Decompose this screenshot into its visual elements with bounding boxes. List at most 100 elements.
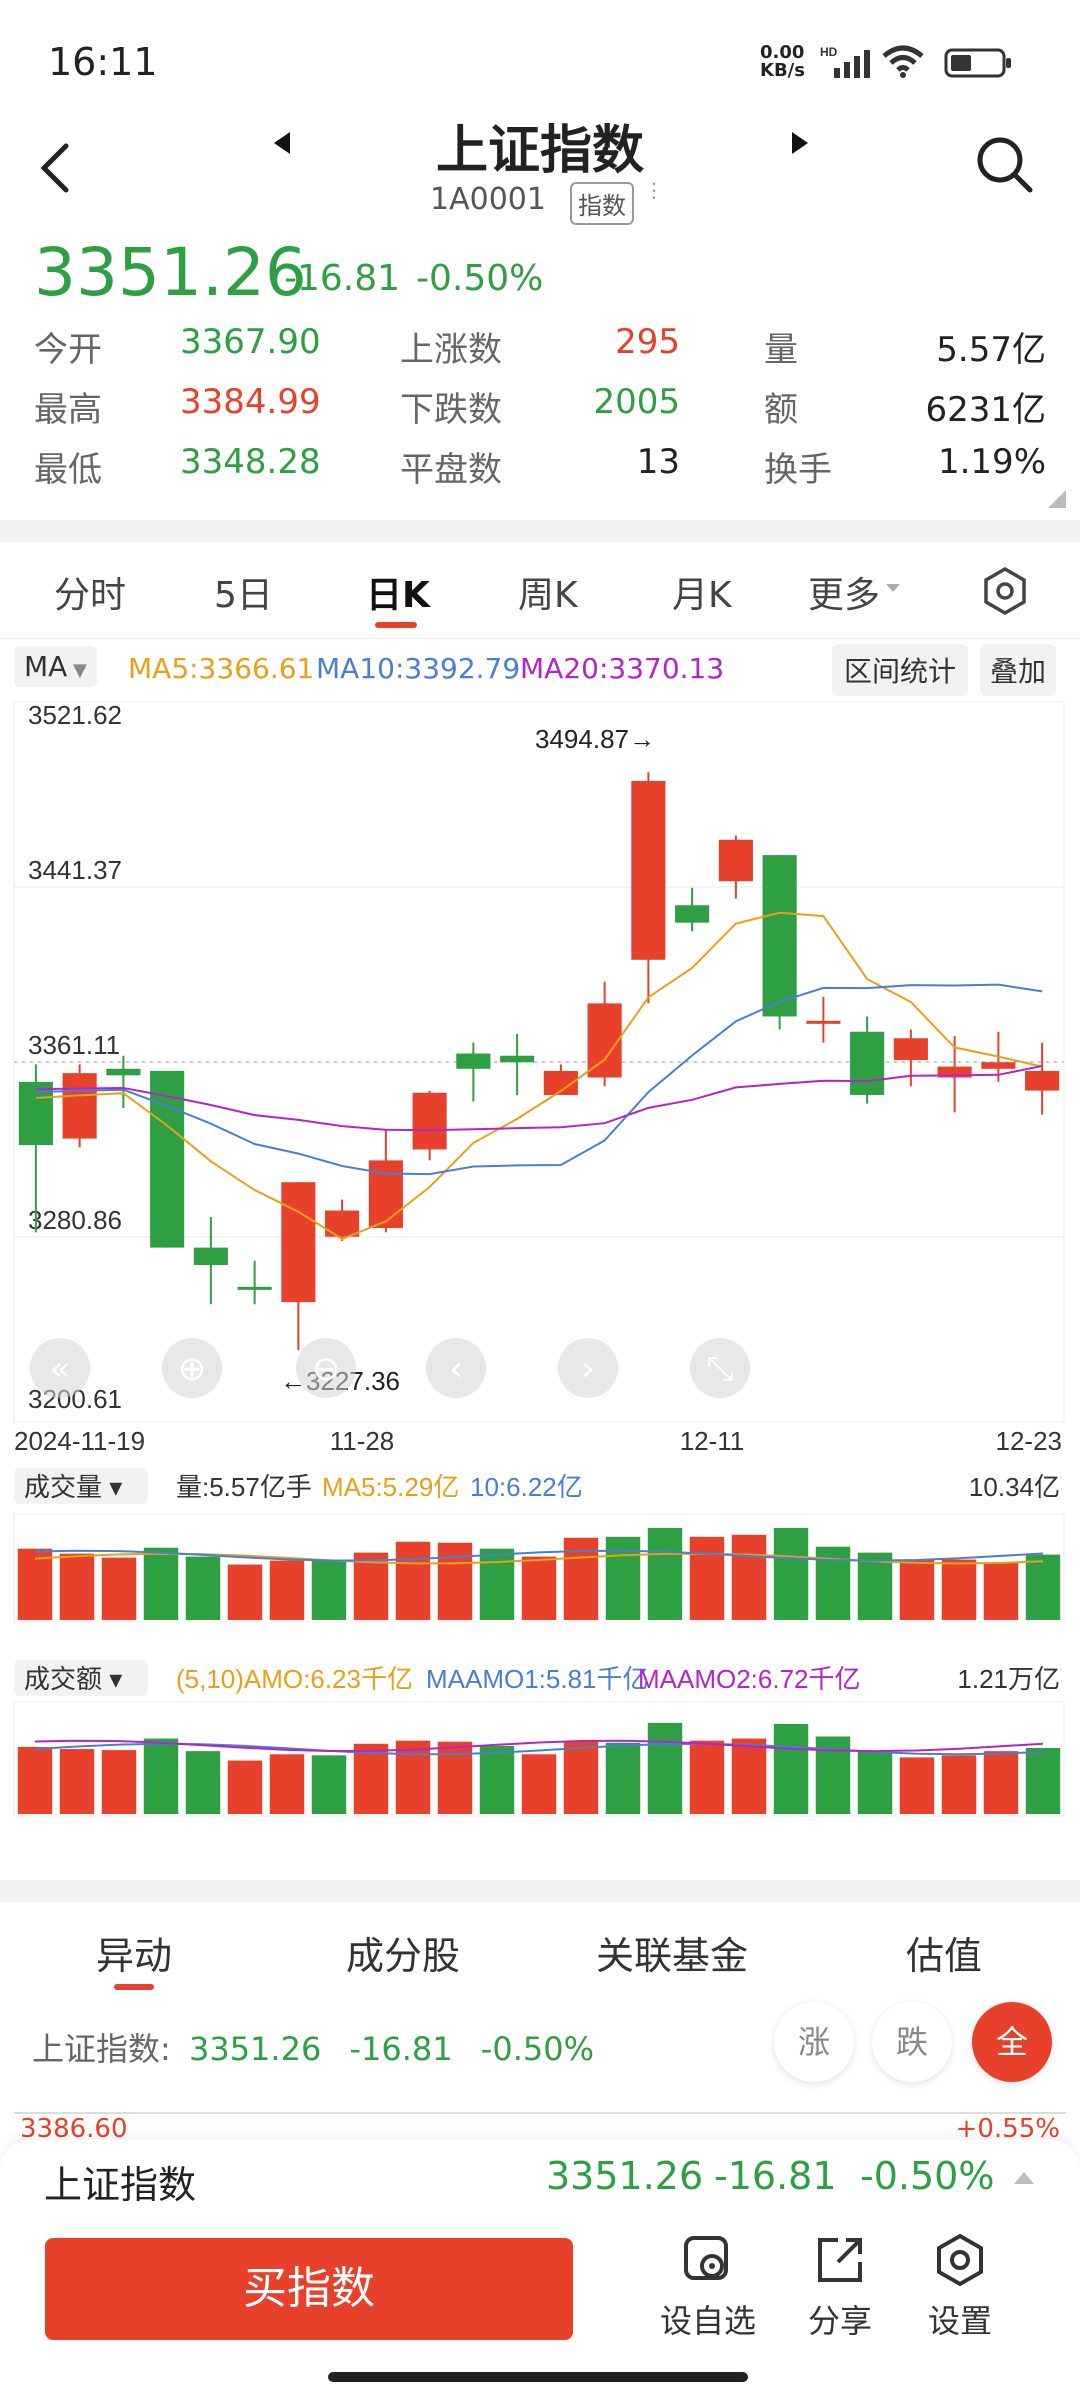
low-label: 最低 (34, 450, 102, 490)
tab-related-funds[interactable]: 关联基金 (596, 1934, 749, 1978)
volume-bar (59, 1749, 95, 1814)
next-icon[interactable] (558, 1338, 618, 1398)
turnover-label: 换手 (764, 450, 832, 490)
volume-bar (689, 1536, 725, 1620)
ma10-value: MA10:3392.79 (316, 652, 521, 685)
amount-ma2: MAAMO2:6.72千亿 (638, 1664, 861, 1694)
amount-value: 6231亿 (925, 390, 1046, 430)
share-icon (818, 2238, 862, 2282)
volume-bar (311, 1755, 347, 1814)
next-stock-icon[interactable] (784, 128, 814, 158)
settings-action[interactable]: 设置 (900, 2232, 1020, 2342)
tab-daily-k[interactable]: 日K (366, 575, 430, 616)
candle-body (237, 1286, 272, 1290)
status-bar: 16:11 0.00 KB/s HD (0, 0, 1080, 110)
volume-bar (1025, 1554, 1061, 1620)
ma-selector-label: MA (24, 650, 68, 683)
volume-bar (731, 1534, 767, 1620)
tab-more[interactable]: 更多 (808, 575, 881, 616)
candlestick-chart[interactable]: 3521.623441.373361.113280.863200.613494.… (0, 690, 1080, 1450)
zoom-out-icon[interactable] (296, 1338, 356, 1398)
candle-body (62, 1073, 97, 1139)
volume-bar (731, 1738, 767, 1814)
prev-stock-icon[interactable] (268, 128, 298, 158)
bottombar-pct: -0.50% (860, 2154, 995, 2198)
volume-bar (647, 1722, 683, 1814)
zoom-in-icon-glyph: ⊕ (178, 1349, 207, 1389)
info-change: -16.81 (349, 2030, 453, 2068)
high-label: 最高 (34, 390, 102, 430)
overlay-button[interactable]: 叠加 (980, 644, 1057, 696)
more-dots-icon[interactable]: ⋮ (644, 178, 664, 202)
tab-valuation[interactable]: 估值 (906, 1934, 983, 1978)
prev-icon-glyph: ‹ (449, 1349, 463, 1389)
chart-settings-icon[interactable] (980, 566, 1030, 616)
tab-weekly-k[interactable]: 周K (518, 575, 578, 616)
rewind-icon[interactable] (30, 1338, 90, 1398)
amount-ma1: MAAMO1:5.81千亿 (426, 1664, 649, 1694)
search-icon[interactable] (974, 134, 1036, 196)
volume-bar (437, 1542, 473, 1620)
tab-monthly-k[interactable]: 月K (672, 575, 732, 616)
filter-down-button[interactable]: 跌 (872, 2002, 952, 2082)
add-watchlist-label: 设自选 (659, 2302, 756, 2340)
home-indicator (328, 2372, 748, 2382)
add-watchlist-action[interactable]: 设自选 (648, 2232, 768, 2342)
volume-bar (773, 1723, 809, 1814)
collapse-arrow-icon[interactable] (1012, 2168, 1036, 2186)
volume-bar (353, 1743, 389, 1814)
add-watchlist-icon (684, 2236, 728, 2280)
volume-bar (857, 1552, 893, 1620)
tab-intraday[interactable]: 分时 (54, 575, 127, 616)
tab-5day[interactable]: 5日 (214, 575, 273, 616)
ma-selector[interactable]: MA ▼ (14, 646, 97, 687)
candle-body (106, 1068, 141, 1076)
volume-bar (353, 1552, 389, 1620)
ma20-value: MA20:3370.13 (520, 652, 725, 685)
filter-up-button[interactable]: 涨 (774, 2002, 854, 2082)
section-divider (0, 520, 1080, 542)
back-icon[interactable] (36, 140, 76, 196)
tab-movement[interactable]: 异动 (96, 1934, 173, 1978)
volume-label: 成交量 ▾ (24, 1472, 122, 1502)
zoom-out-icon-glyph: ⊖ (312, 1349, 341, 1389)
fullscreen-icon[interactable] (690, 1338, 750, 1398)
volume-bar (185, 1556, 221, 1620)
volume-value: 5.57亿 (936, 330, 1046, 370)
up-count-value: 295 (615, 322, 680, 362)
filter-all-button[interactable]: 全 (972, 2002, 1052, 2082)
candle-body (412, 1092, 447, 1150)
volume-selector (14, 1468, 148, 1504)
tab-constituents[interactable]: 成分股 (346, 1934, 461, 1978)
rewind-icon-glyph: « (50, 1349, 71, 1389)
volume-bar (143, 1738, 179, 1814)
y-tick-label: 3441.37 (28, 855, 122, 885)
prev-icon[interactable] (426, 1338, 486, 1398)
bottombar-change: -16.81 (714, 2154, 837, 2198)
volume-max: 10.34亿 (969, 1472, 1060, 1502)
network-speed: 0.00 KB/s (760, 44, 805, 80)
ma5-line (35, 911, 1043, 1241)
volume-bar (899, 1559, 935, 1620)
volume-bar (17, 1548, 53, 1620)
volume-bar (227, 1760, 263, 1814)
fullscreen-icon-glyph: ⤡ (706, 1349, 733, 1389)
price-change-pct: -0.50% (416, 258, 544, 299)
bottombar-price: 3351.26 (546, 2154, 704, 2198)
battery-icon (944, 48, 1011, 78)
volume-ma10: 10:6.22亿 (470, 1472, 583, 1502)
current-price: 3351.26 (34, 234, 307, 311)
zoom-in-icon[interactable] (162, 1338, 222, 1398)
x-tick-label: 12-11 (680, 1426, 745, 1450)
volume-bar (395, 1740, 431, 1814)
share-label: 分享 (807, 2302, 872, 2340)
buy-index-button[interactable]: 买指数 (45, 2238, 573, 2340)
mini-price-left: 3386.60 (20, 2114, 128, 2144)
expand-corner-icon[interactable] (1046, 488, 1068, 510)
info-price: 3351.26 (188, 2030, 322, 2068)
volume-bar (773, 1527, 809, 1620)
ma20-line (35, 1065, 1043, 1132)
share-action[interactable]: 分享 (780, 2232, 900, 2342)
range-stats-button[interactable]: 区间统计 (832, 644, 969, 696)
volume-bar (1025, 1748, 1061, 1814)
